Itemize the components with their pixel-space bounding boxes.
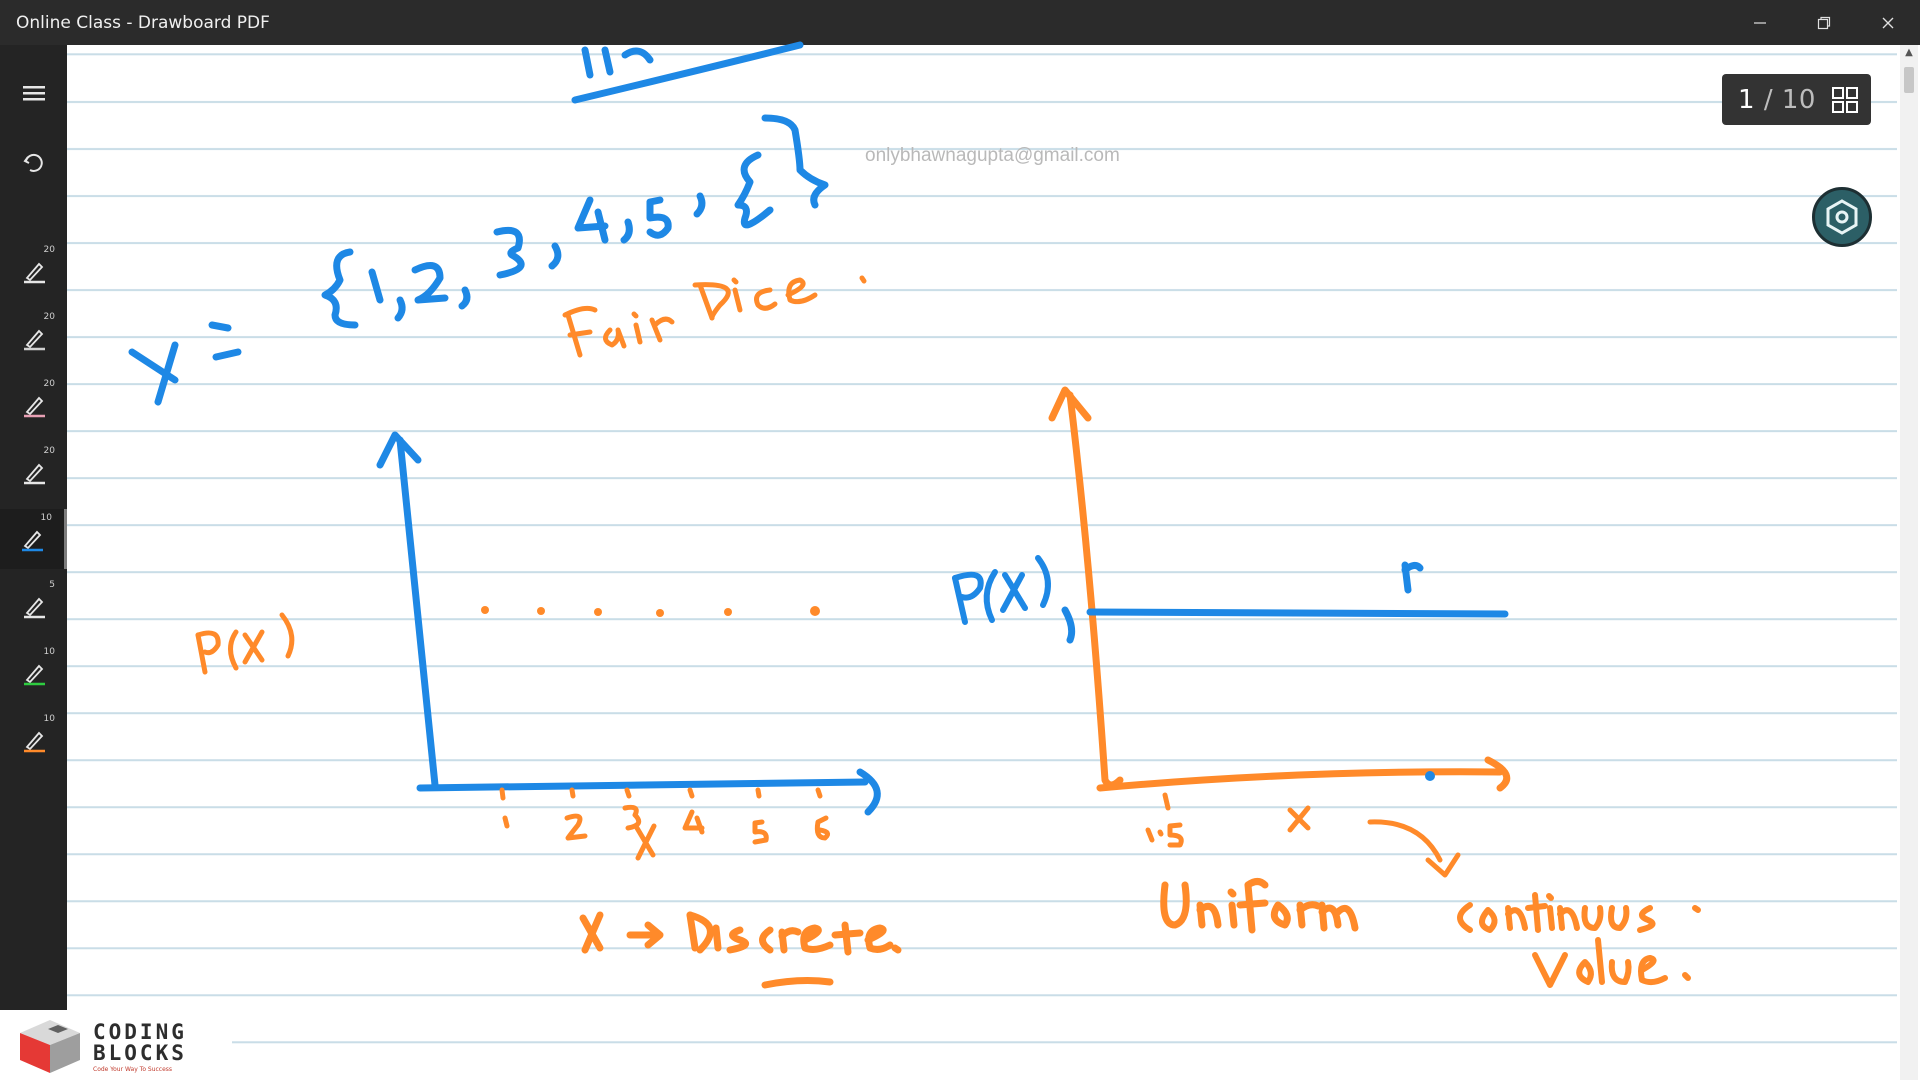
coding-blocks-logo: CODING BLOCKS Code Your Way To Success <box>0 1010 232 1080</box>
page-counter[interactable]: 1 / 10 <box>1722 74 1871 125</box>
hamburger-menu-icon[interactable] <box>0 63 67 123</box>
pen-icon <box>23 329 45 351</box>
pen-size-label: 20 <box>43 379 55 389</box>
pen-tool-2[interactable]: 20 <box>0 308 67 368</box>
minimize-icon[interactable] <box>1728 0 1792 45</box>
current-page: 1 <box>1738 84 1756 115</box>
logo-cube-icon <box>20 1020 80 1073</box>
vertical-scrollbar[interactable]: ▲ <box>1900 45 1918 1080</box>
pen-size-label: 10 <box>43 647 55 657</box>
pen-size-label: 20 <box>43 446 55 456</box>
restore-icon[interactable] <box>1792 0 1856 45</box>
pen-tool-6[interactable]: 5 <box>0 576 67 636</box>
pen-tool-8[interactable]: 10 <box>0 710 67 770</box>
scroll-up-icon[interactable]: ▲ <box>1905 47 1913 58</box>
pen-size-label: 20 <box>43 245 55 255</box>
pen-size-label: 10 <box>40 513 52 523</box>
undo-icon[interactable] <box>0 133 67 193</box>
hexagon-tool-icon[interactable] <box>1812 187 1872 247</box>
page-counter-text: 1 / 10 <box>1738 85 1816 115</box>
logo-line2: BLOCKS <box>93 1041 187 1065</box>
scroll-thumb[interactable] <box>1904 67 1914 93</box>
grid-view-icon[interactable] <box>1831 86 1859 114</box>
pen-tool-7[interactable]: 10 <box>0 643 67 703</box>
logo-tagline: Code Your Way To Success <box>93 1066 173 1073</box>
pen-tool-4[interactable]: 20 <box>0 442 67 502</box>
pen-size-label: 20 <box>43 312 55 322</box>
pen-icon <box>23 262 45 284</box>
total-pages: 10 <box>1781 84 1816 115</box>
window-title: Online Class - Drawboard PDF <box>16 12 270 33</box>
logo-text: CODING BLOCKS Code Your Way To Success <box>93 1020 187 1074</box>
pdf-page[interactable] <box>67 45 1897 1080</box>
tools-sidebar: 20 20 20 20 10 5 10 10 <box>0 45 67 1010</box>
pen-icon <box>23 664 45 686</box>
page-separator: / <box>1763 84 1774 115</box>
pen-tool-5[interactable]: 10 <box>0 509 67 569</box>
pen-icon <box>23 396 45 418</box>
pen-icon <box>22 530 43 552</box>
pen-tool-1[interactable]: 20 <box>0 241 67 301</box>
watermark-email: onlybhawnagupta@gmail.com <box>865 145 1120 166</box>
pen-size-label: 5 <box>49 580 55 590</box>
title-bar: Online Class - Drawboard PDF <box>0 0 1920 45</box>
pen-icon <box>23 597 45 619</box>
pen-icon <box>23 731 45 753</box>
pen-icon <box>23 463 45 485</box>
pen-tool-3[interactable]: 20 <box>0 375 67 435</box>
close-icon[interactable] <box>1856 0 1920 45</box>
window-controls <box>1728 0 1920 45</box>
logo-line1: CODING <box>93 1020 187 1044</box>
pen-size-label: 10 <box>43 714 55 724</box>
